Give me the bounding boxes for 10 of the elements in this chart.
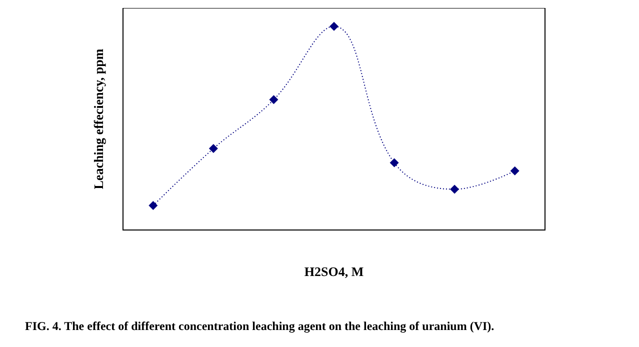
caption: FIG. 4. The effect of different concentration leaching agent on the leaching of uranium (VI). <box>25 319 494 333</box>
point <box>208 144 218 154</box>
point <box>390 158 399 168</box>
point <box>510 166 520 176</box>
point <box>330 22 338 31</box>
point <box>269 95 278 104</box>
x-axis-title: H2SO4, M <box>304 264 364 279</box>
point <box>450 184 460 194</box>
y-axis-title: Leaching effeciency, ppm <box>91 48 106 190</box>
point <box>148 201 158 210</box>
